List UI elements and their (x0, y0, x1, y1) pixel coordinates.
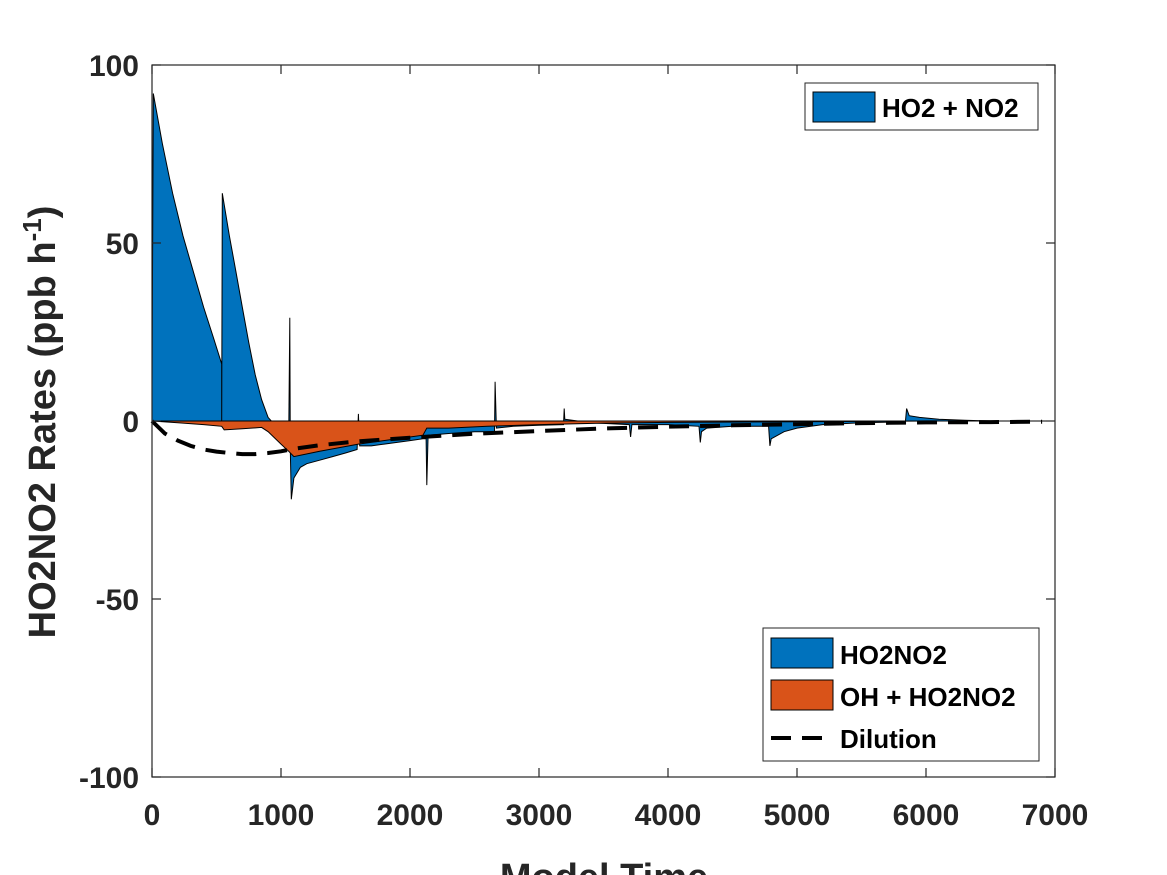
legend-swatch-ho2-no2 (812, 91, 876, 123)
legend-label-oh-ho2no2: OH + HO2NO2 (840, 682, 1016, 712)
legend-label-ho2-no2: HO2 + NO2 (882, 93, 1019, 123)
y-axis-label: HO2NO2 Rates (ppb h-1) (17, 206, 64, 639)
y-tick-label: -100 (79, 762, 139, 795)
y-tick-label: 50 (106, 228, 139, 261)
axes (151, 64, 1056, 778)
x-tick-label: 1000 (248, 799, 315, 832)
legend-label-dilution: Dilution (840, 724, 937, 754)
x-tick-label: 4000 (635, 799, 702, 832)
legend-swatch-ho2no2 (770, 637, 834, 669)
x-axis-label: Model Time (500, 857, 708, 875)
x-tick-label: 3000 (506, 799, 573, 832)
y-tick-label: 100 (89, 50, 139, 83)
legend-label-ho2no2: HO2NO2 (840, 640, 947, 670)
y-tick-label: -50 (96, 584, 139, 617)
x-tick-label: 2000 (377, 799, 444, 832)
legend-swatch-oh-ho2no2 (770, 679, 834, 711)
series-dilution (150, 419, 1043, 457)
y-tick-label: 0 (122, 406, 139, 439)
x-tick-label: 5000 (764, 799, 831, 832)
legend-top-right: HO2 + NO2 (804, 82, 1039, 131)
x-tick-label: 0 (144, 799, 161, 832)
series-layer (150, 93, 1055, 500)
x-tick-label: 7000 (1022, 799, 1089, 832)
series-oh-ho2no2 (151, 420, 1043, 458)
x-tick-label: 6000 (893, 799, 960, 832)
tick-labels: 0 1000 2000 3000 4000 5000 6000 7000 -100 -50 0 50 1… (79, 50, 1088, 832)
legend-bottom-right: HO2NO2 OH + HO2NO2 Dilution (762, 627, 1040, 762)
